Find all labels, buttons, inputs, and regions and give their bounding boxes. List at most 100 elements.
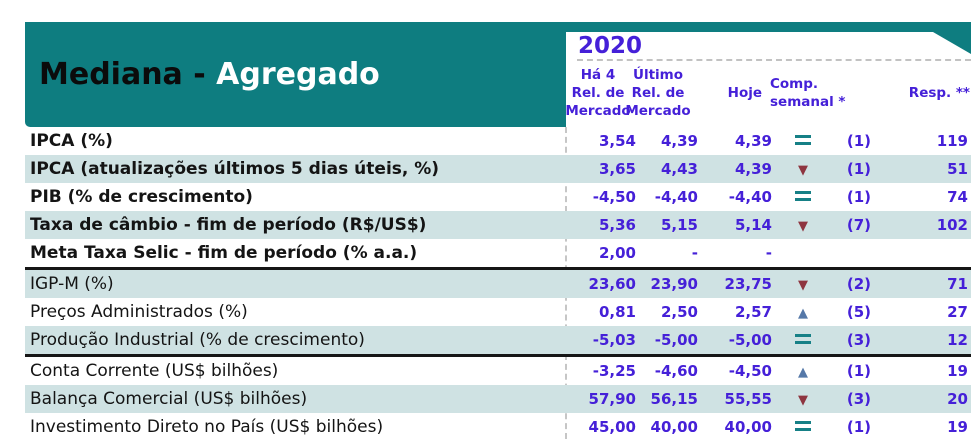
trend-icon xyxy=(790,357,816,387)
table-row-ipca: IPCA (%) 3,54 4,39 4,39 (1) 119 xyxy=(25,127,971,155)
table-row-investimento-direto: Investimento Direto no País (US$ bilhões… xyxy=(25,413,971,439)
value-ultimo: 4,39 xyxy=(660,132,698,150)
column-header-line: Rel. de xyxy=(571,85,625,101)
value-ha4: 5,36 xyxy=(598,216,636,234)
value-ultimo: 2,50 xyxy=(660,303,698,321)
resp-count: 102 xyxy=(936,216,968,234)
row-label: IGP-M (%) xyxy=(30,274,114,294)
table-row-ipca-atualizacoes: IPCA (atualizações últimos 5 dias úteis,… xyxy=(25,155,971,183)
comp-count: (5) xyxy=(846,303,871,321)
trend-icon xyxy=(790,413,816,439)
resp-count: 19 xyxy=(947,362,968,380)
column-header-line: Há 4 xyxy=(580,67,616,83)
value-ha4: -5,03 xyxy=(592,331,636,349)
trend-icon xyxy=(790,155,816,185)
column-header-resp: Resp. ** xyxy=(908,85,970,101)
comp-count: (1) xyxy=(846,132,871,150)
value-ha4: -3,25 xyxy=(592,362,636,380)
value-hoje: 2,57 xyxy=(734,303,772,321)
table-row-precos-administrados: Preços Administrados (%) 0,81 2,50 2,57 … xyxy=(25,298,971,326)
resp-count: 12 xyxy=(947,331,968,349)
comp-count: (2) xyxy=(846,275,871,293)
table-title-box: Mediana - Agregado xyxy=(25,22,566,127)
value-ultimo: 40,00 xyxy=(650,418,698,436)
resp-count: 71 xyxy=(947,275,968,293)
row-label: IPCA (atualizações últimos 5 dias úteis,… xyxy=(30,159,440,179)
value-ultimo: -5,00 xyxy=(654,331,698,349)
table-row-taxa-cambio: Taxa de câmbio - fim de período (R$/US$)… xyxy=(25,211,971,239)
value-ultimo: 4,43 xyxy=(660,160,698,178)
comp-count: (1) xyxy=(846,362,871,380)
value-hoje: 40,00 xyxy=(724,418,772,436)
table-row-igpm: IGP-M (%) 23,60 23,90 23,75 (2) 71 xyxy=(25,270,971,298)
table-row-pib: PIB (% de crescimento) -4,50 -4,40 -4,40… xyxy=(25,183,971,211)
value-ha4: 3,65 xyxy=(598,160,636,178)
row-label: Produção Industrial (% de crescimento) xyxy=(30,330,365,350)
value-ha4: 3,54 xyxy=(598,132,636,150)
trend-icon xyxy=(790,270,816,300)
value-ha4: 23,60 xyxy=(588,275,636,293)
trend-icon xyxy=(790,385,816,415)
resp-count: 19 xyxy=(947,418,968,436)
value-ultimo: -4,40 xyxy=(654,188,698,206)
column-header-line: semanal * xyxy=(770,94,846,110)
resp-count: 27 xyxy=(947,303,968,321)
value-ha4: -4,50 xyxy=(592,188,636,206)
column-header-line: Comp. xyxy=(770,76,819,92)
comp-count: (3) xyxy=(846,390,871,408)
column-header-comp-semanal: Comp. semanal * xyxy=(770,75,860,111)
value-ultimo: 56,15 xyxy=(650,390,698,408)
value-hoje: 55,55 xyxy=(724,390,772,408)
resp-count: 20 xyxy=(947,390,968,408)
column-header-hoje: Hoje xyxy=(727,85,762,101)
value-ultimo: -4,60 xyxy=(654,362,698,380)
table-row-producao-industrial: Produção Industrial (% de crescimento) -… xyxy=(25,326,971,354)
value-ha4: 57,90 xyxy=(588,390,636,408)
comp-count: (1) xyxy=(846,188,871,206)
dashed-divider-horizontal xyxy=(577,59,971,61)
year-label: 2020 xyxy=(578,33,643,59)
value-ultimo: - xyxy=(691,244,698,262)
row-label: PIB (% de crescimento) xyxy=(30,187,253,207)
table-row-balanca-comercial: Balança Comercial (US$ bilhões) 57,90 56… xyxy=(25,385,971,413)
column-header-line: Rel. de xyxy=(631,85,685,101)
value-hoje: -5,00 xyxy=(728,331,772,349)
comp-count: (1) xyxy=(846,418,871,436)
section-separator xyxy=(25,354,971,357)
value-hoje: -4,50 xyxy=(728,362,772,380)
column-header-ultimo: Último Rel. de Mercado xyxy=(622,66,694,120)
column-header-line: Mercado xyxy=(565,103,631,119)
row-label: Preços Administrados (%) xyxy=(30,302,248,322)
comp-count: (7) xyxy=(846,216,871,234)
row-label: Meta Taxa Selic - fim de período (% a.a.… xyxy=(30,243,418,263)
column-header-ha4: Há 4 Rel. de Mercado xyxy=(560,66,636,120)
value-hoje: 23,75 xyxy=(724,275,772,293)
comp-count: (1) xyxy=(846,160,871,178)
row-label: Balança Comercial (US$ bilhões) xyxy=(30,389,308,409)
resp-count: 51 xyxy=(947,160,968,178)
comp-count: (3) xyxy=(846,331,871,349)
header-card xyxy=(570,32,971,127)
title-prefix: Mediana - xyxy=(39,57,217,92)
column-header-line: Mercado xyxy=(625,103,691,119)
trend-icon xyxy=(790,183,816,211)
row-label: Taxa de câmbio - fim de período (R$/US$) xyxy=(30,215,427,235)
value-hoje: 5,14 xyxy=(734,216,772,234)
value-ultimo: 23,90 xyxy=(650,275,698,293)
value-ha4: 45,00 xyxy=(588,418,636,436)
trend-icon xyxy=(790,127,816,155)
title-highlight: Agregado xyxy=(216,57,380,92)
value-ha4: 2,00 xyxy=(598,244,636,262)
trend-icon xyxy=(790,298,816,328)
trend-icon xyxy=(790,326,816,354)
row-label: Investimento Direto no País (US$ bilhões… xyxy=(30,417,384,437)
table-row-conta-corrente: Conta Corrente (US$ bilhões) -3,25 -4,60… xyxy=(25,357,971,385)
row-label: Conta Corrente (US$ bilhões) xyxy=(30,361,279,381)
section-separator xyxy=(25,267,971,270)
value-hoje: 4,39 xyxy=(734,160,772,178)
value-ultimo: 5,15 xyxy=(660,216,698,234)
resp-count: 119 xyxy=(936,132,968,150)
table-row-meta-selic: Meta Taxa Selic - fim de período (% a.a.… xyxy=(25,239,971,267)
resp-count: 74 xyxy=(947,188,968,206)
